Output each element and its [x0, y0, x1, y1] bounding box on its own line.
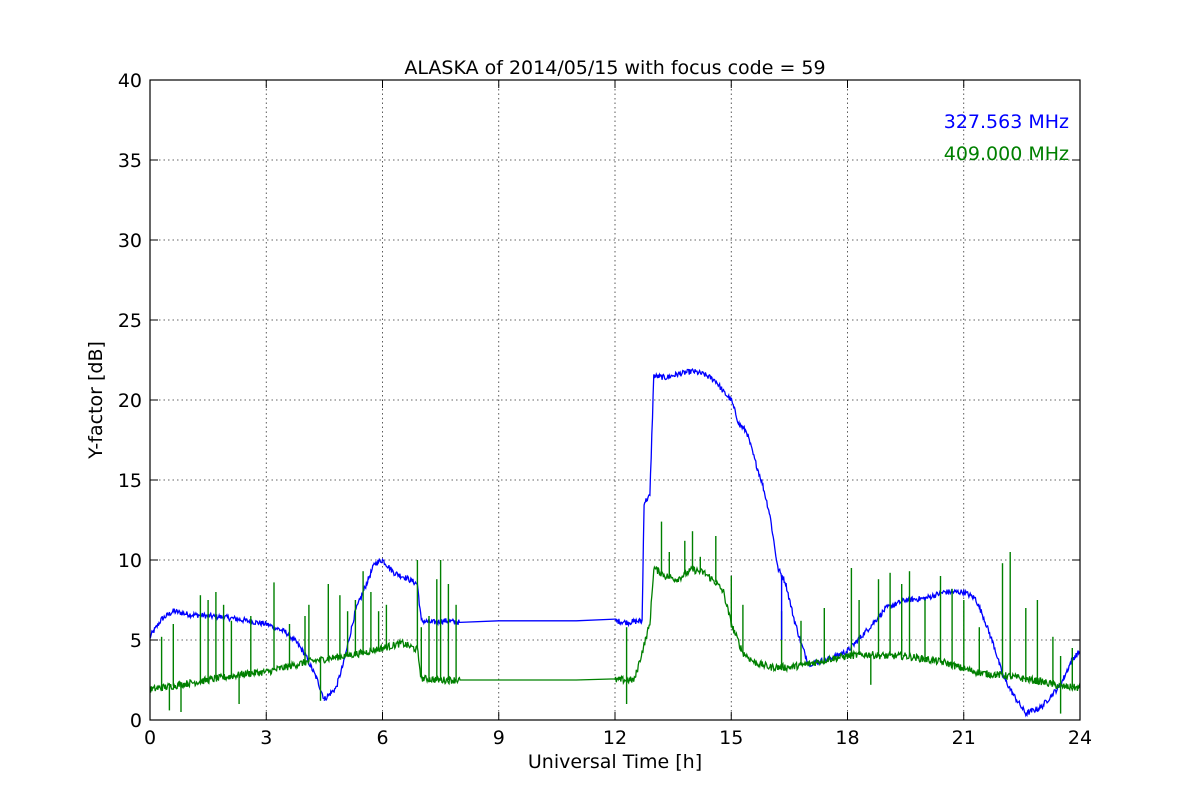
series-layer: [150, 367, 1080, 718]
series-line-327mhz: [150, 367, 1080, 718]
y-tick-label: 25: [118, 310, 142, 332]
x-tick-label: 12: [603, 727, 627, 749]
ticks-layer: 0 3 6 9 12 15 18 21 24 0 5 10 15 20 25 30 35 40: [118, 70, 1092, 749]
y-tick-label: 35: [118, 150, 142, 172]
legend-entry: 409.000 MHz: [944, 143, 1069, 165]
x-tick-label: 18: [835, 727, 859, 749]
x-tick-label: 9: [493, 727, 505, 749]
x-tick-label: 6: [376, 727, 388, 749]
y-tick-label: 5: [130, 630, 142, 652]
x-tick-label: 3: [260, 727, 272, 749]
y-tick-label: 0: [130, 710, 142, 732]
chart-title: ALASKA of 2014/05/15 with focus code = 5…: [404, 57, 825, 79]
y-tick-label: 40: [118, 70, 142, 92]
legend: 327.563 MHz 409.000 MHz: [944, 111, 1069, 165]
y-tick-label: 30: [118, 230, 142, 252]
x-tick-label: 0: [144, 727, 156, 749]
x-tick-label: 15: [719, 727, 743, 749]
y-tick-label: 20: [118, 390, 142, 412]
x-tick-label: 21: [952, 727, 976, 749]
legend-entry: 327.563 MHz: [944, 111, 1069, 133]
y-tick-label: 10: [118, 550, 142, 572]
x-axis-label: Universal Time [h]: [528, 751, 702, 773]
x-tick-label: 24: [1068, 727, 1092, 749]
y-axis-label: Y-factor [dB]: [85, 341, 107, 460]
y-tick-label: 15: [118, 470, 142, 492]
series-line-409mhz: [150, 565, 1080, 693]
